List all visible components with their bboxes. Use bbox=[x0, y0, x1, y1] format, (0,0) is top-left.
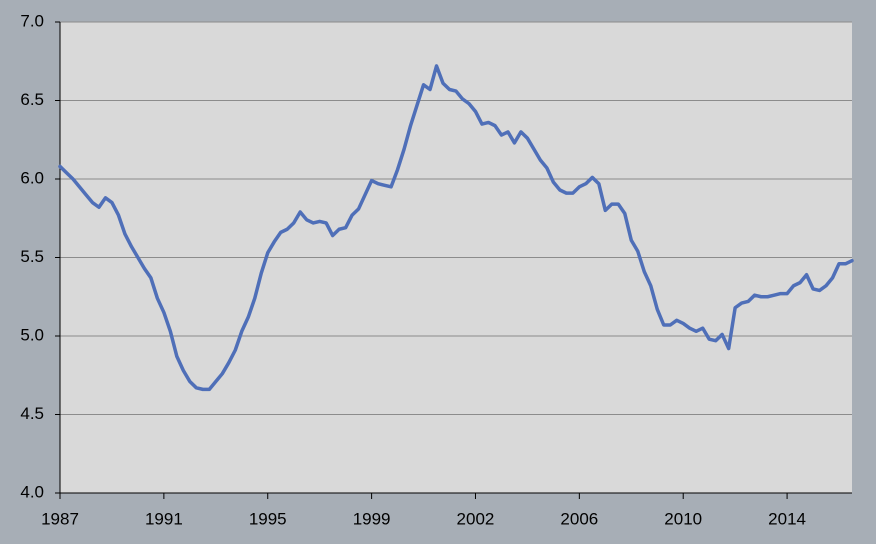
x-tick-label: 2006 bbox=[560, 509, 598, 528]
y-tick-label: 4.0 bbox=[20, 482, 44, 501]
x-tick-label: 1991 bbox=[145, 509, 183, 528]
y-tick-label: 5.5 bbox=[20, 247, 44, 266]
x-tick-label: 2014 bbox=[768, 509, 806, 528]
x-tick-label: 1999 bbox=[353, 509, 391, 528]
x-tick-label: 1987 bbox=[41, 509, 79, 528]
y-tick-label: 5.0 bbox=[20, 325, 44, 344]
y-tick-label: 6.0 bbox=[20, 168, 44, 187]
x-tick-label: 2002 bbox=[457, 509, 495, 528]
x-tick-label: 2010 bbox=[664, 509, 702, 528]
y-tick-label: 4.5 bbox=[20, 404, 44, 423]
y-tick-label: 6.5 bbox=[20, 90, 44, 109]
x-tick-label: 1995 bbox=[249, 509, 287, 528]
data-line bbox=[58, 64, 854, 392]
y-tick-label: 7.0 bbox=[20, 11, 44, 30]
